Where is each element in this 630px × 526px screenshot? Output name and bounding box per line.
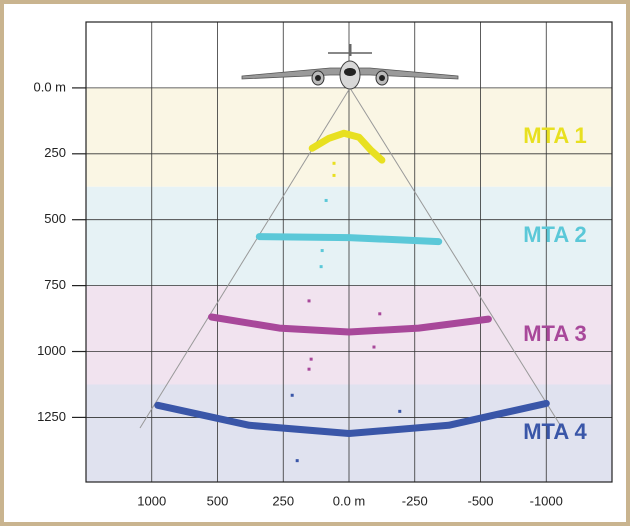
mta-label: MTA 1 [523,123,587,148]
x-tick-label: 0.0 m [333,493,366,508]
x-tick-label: -500 [467,493,493,508]
noise-point [320,265,323,268]
noise-point [308,299,311,302]
noise-point [310,358,313,361]
noise-point [321,249,324,252]
noise-point [296,459,299,462]
noise-point [308,368,311,371]
noise-point [333,162,336,165]
page: {"chart_data": { "type": "scatter", "xli… [0,0,630,526]
y-tick-label: 1000 [37,343,66,358]
x-tick-label: -1000 [530,493,563,508]
x-tick-label: 500 [207,493,229,508]
mta-label: MTA 4 [523,419,587,444]
x-tick-label: 250 [272,493,294,508]
y-tick-label: 500 [44,211,66,226]
y-tick-label: 750 [44,277,66,292]
mta-label: MTA 2 [523,222,587,247]
noise-point [325,199,328,202]
chart: 0.0 m 250 500 750 1000 1250 1000 500 250 0.0 m -25… [0,0,630,526]
noise-point [398,410,401,413]
y-tick-label: 250 [44,145,66,160]
y-tick-label: 1250 [37,409,66,424]
x-tick-label: 1000 [137,493,166,508]
x-tick-label: -250 [402,493,428,508]
noise-point [378,312,381,315]
noise-point [291,394,294,397]
y-tick-label: 0.0 m [33,79,66,94]
noise-point [372,346,375,349]
mta-label: MTA 3 [523,321,587,346]
noise-point [333,174,336,177]
